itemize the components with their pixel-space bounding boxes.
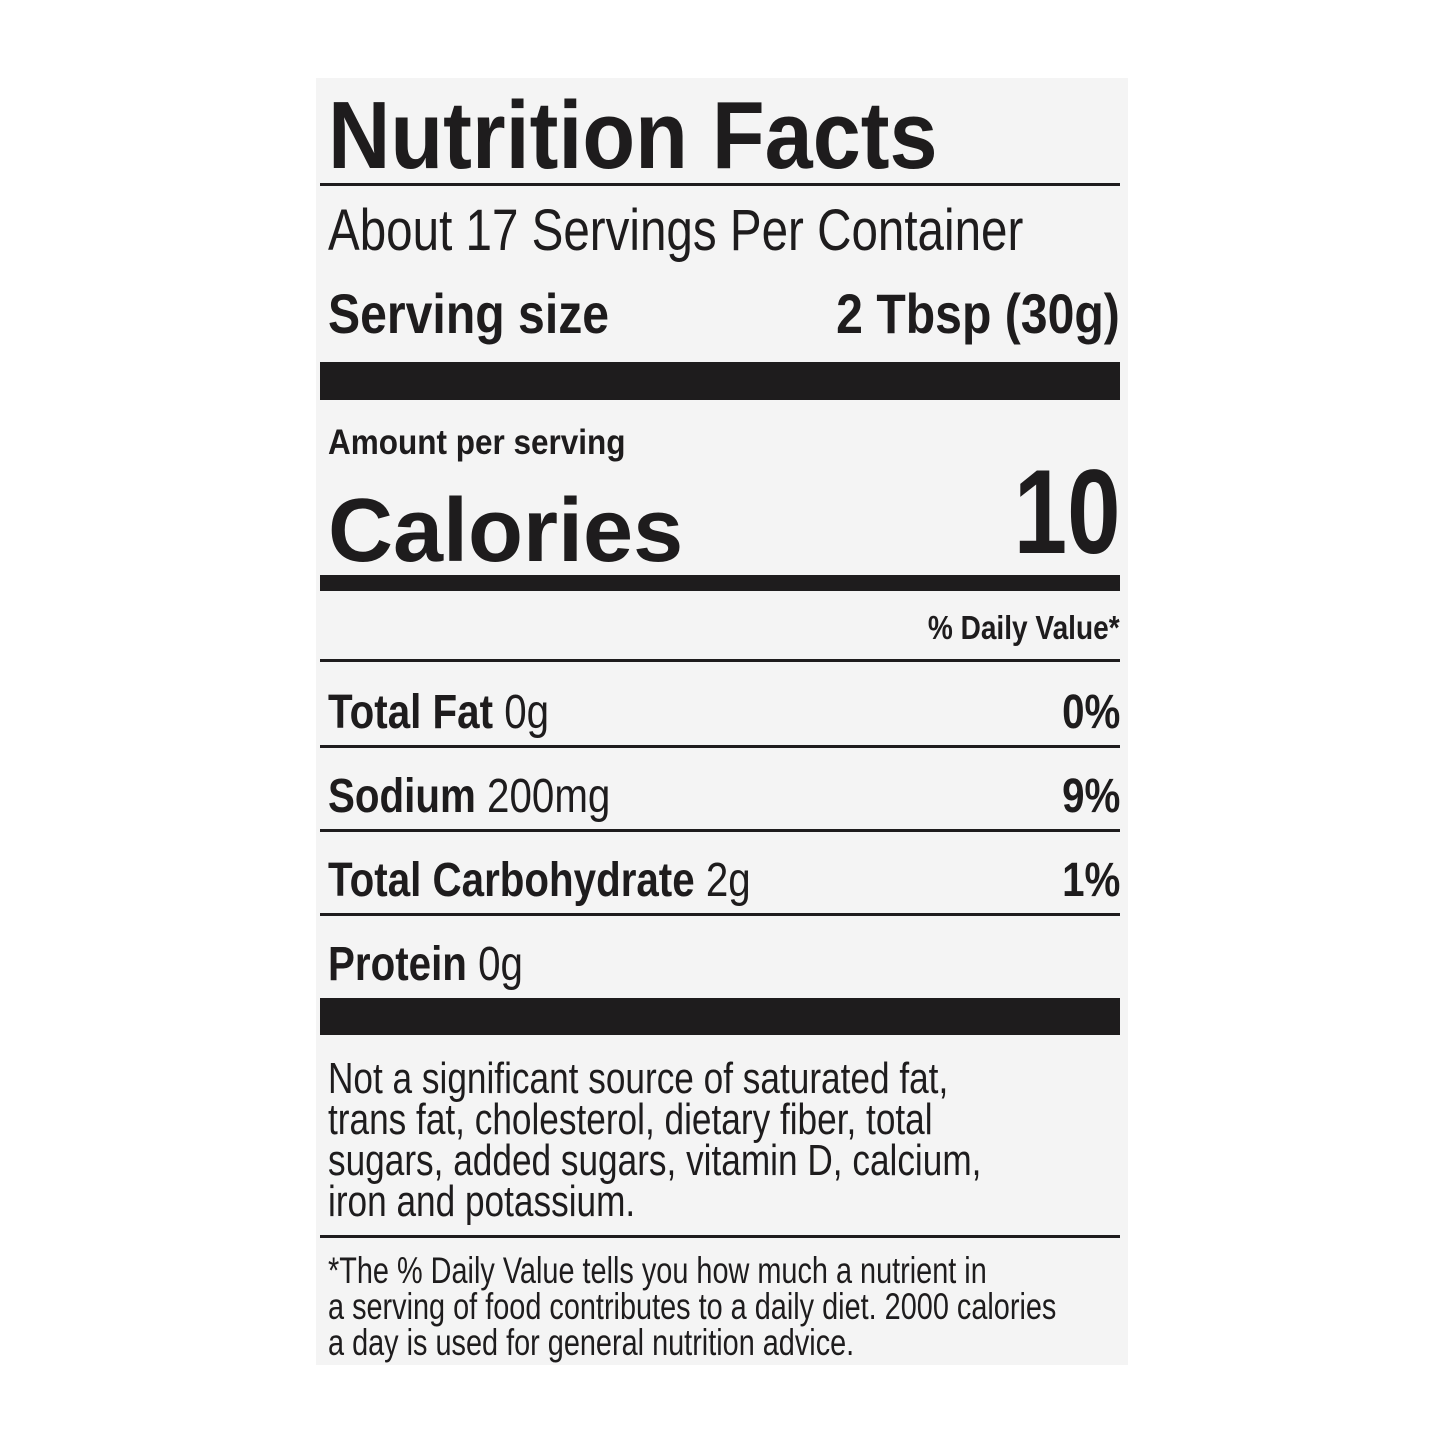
nutrient-dv: 1% — [1061, 854, 1120, 907]
nutrient-amount: 0g — [504, 686, 550, 739]
nutrient-name: Protein — [328, 938, 467, 991]
footnote-line: *The % Daily Value tells you how much a … — [328, 1250, 987, 1291]
divider — [320, 829, 1120, 832]
nutrient-row-total-carbohydrate: Total Carbohydrate 2g — [328, 857, 751, 905]
nutrient-name: Total Carbohydrate — [328, 854, 695, 907]
nutrient-dv: 9% — [1061, 770, 1120, 823]
nutrient-amount: 200mg — [487, 770, 611, 823]
nutrient-name: Total Fat — [328, 686, 494, 739]
nutrient-amount: 2g — [705, 854, 751, 907]
nutrient-dv: 0% — [1061, 686, 1120, 739]
statement-line: Not a significant source of saturated fa… — [328, 1054, 949, 1103]
amount-per-serving: Amount per serving — [328, 423, 626, 462]
statement-line: sugars, added sugars, vitamin D, calcium… — [328, 1136, 982, 1185]
calories-value: 10 — [1013, 445, 1120, 579]
label-title: Nutrition Facts — [328, 82, 938, 189]
statement-line: trans fat, cholesterol, dietary fiber, t… — [328, 1095, 933, 1144]
thick-divider — [320, 998, 1120, 1035]
nutrient-row-total-fat: Total Fat 0g — [328, 689, 549, 737]
daily-value-footnote: *The % Daily Value tells you how much a … — [328, 1250, 1057, 1363]
serving-size-label: Serving size — [328, 282, 610, 345]
not-significant-statement: Not a significant source of saturated fa… — [328, 1054, 982, 1226]
nutrient-amount: 0g — [478, 938, 523, 991]
thick-divider — [320, 362, 1120, 400]
nutrient-row-sodium: Sodium 200mg — [328, 773, 610, 821]
divider — [320, 659, 1120, 662]
daily-value-header: % Daily Value* — [928, 609, 1120, 646]
divider — [320, 183, 1120, 186]
nutrient-name: Sodium — [328, 770, 476, 823]
nutrient-row-protein: Protein 0g — [328, 941, 523, 989]
serving-size-value: 2 Tbsp (30g) — [836, 282, 1120, 345]
nutrition-facts-label: Nutrition Facts About 17 Servings Per Co… — [316, 78, 1128, 1365]
statement-line: iron and potassium. — [328, 1177, 636, 1226]
medium-divider — [320, 575, 1120, 591]
divider — [320, 745, 1120, 748]
footnote-line: a day is used for general nutrition advi… — [328, 1322, 855, 1363]
footnote-line: a serving of food contributes to a daily… — [328, 1286, 1057, 1327]
servings-per-container: About 17 Servings Per Container — [328, 198, 1024, 263]
calories-label: Calories — [328, 481, 684, 581]
divider — [320, 913, 1120, 916]
divider — [320, 1235, 1120, 1238]
